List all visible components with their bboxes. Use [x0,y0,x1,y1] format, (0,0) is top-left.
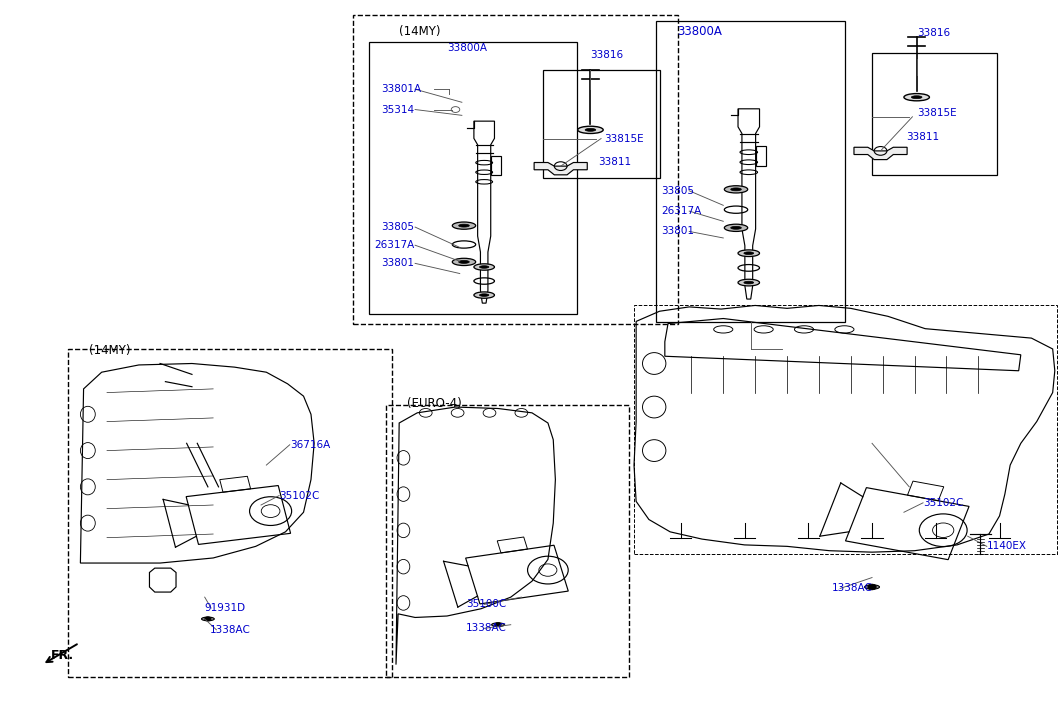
Text: 33811: 33811 [598,157,631,166]
Ellipse shape [452,258,476,265]
Ellipse shape [738,250,760,257]
Text: (14MY): (14MY) [89,344,131,357]
Ellipse shape [480,294,488,297]
Text: (14MY): (14MY) [399,25,440,39]
Text: 26317A: 26317A [662,206,702,216]
Circle shape [868,584,877,590]
Text: 35102C: 35102C [279,491,319,501]
Text: 33800A: 33800A [447,43,487,53]
Ellipse shape [731,188,742,190]
Ellipse shape [904,94,930,101]
Ellipse shape [473,264,495,270]
Text: 33816: 33816 [591,50,624,60]
Text: 35314: 35314 [381,105,414,115]
Text: FR.: FR. [51,649,73,662]
Ellipse shape [201,617,214,621]
Circle shape [495,622,501,627]
Text: 35102C: 35102C [924,498,963,508]
Text: 1338AC: 1338AC [466,623,506,633]
Text: 1338AC: 1338AC [210,624,251,635]
Ellipse shape [452,222,476,229]
Polygon shape [854,148,908,160]
Ellipse shape [738,279,760,286]
Text: 91931D: 91931D [204,603,246,613]
Ellipse shape [731,226,742,229]
Ellipse shape [578,126,603,134]
Circle shape [204,616,211,621]
Ellipse shape [744,281,753,284]
Ellipse shape [459,224,469,227]
Text: 33801A: 33801A [381,84,421,95]
Ellipse shape [725,185,748,193]
Ellipse shape [585,129,596,132]
Text: 33801: 33801 [662,226,695,236]
Ellipse shape [492,623,504,627]
Text: 33800A: 33800A [678,25,722,39]
Ellipse shape [865,585,880,589]
Ellipse shape [459,260,469,263]
Text: 33801: 33801 [381,258,414,268]
Text: 33815E: 33815E [604,134,644,143]
Text: 33805: 33805 [662,186,695,196]
Ellipse shape [744,252,753,254]
Text: 33815E: 33815E [917,108,957,119]
Text: 26317A: 26317A [375,240,415,250]
Ellipse shape [725,224,748,231]
Ellipse shape [473,292,495,298]
Text: 33805: 33805 [381,222,414,232]
Text: 33816: 33816 [917,28,950,39]
Text: 35100C: 35100C [466,599,506,609]
Ellipse shape [912,96,922,99]
Text: (EURO-4): (EURO-4) [406,397,462,410]
Text: 1140EX: 1140EX [986,542,1027,551]
Text: 36716A: 36716A [289,440,330,450]
Text: 33811: 33811 [907,132,940,142]
Text: 1338AC: 1338AC [832,584,872,593]
Polygon shape [534,163,587,174]
Ellipse shape [480,265,488,268]
